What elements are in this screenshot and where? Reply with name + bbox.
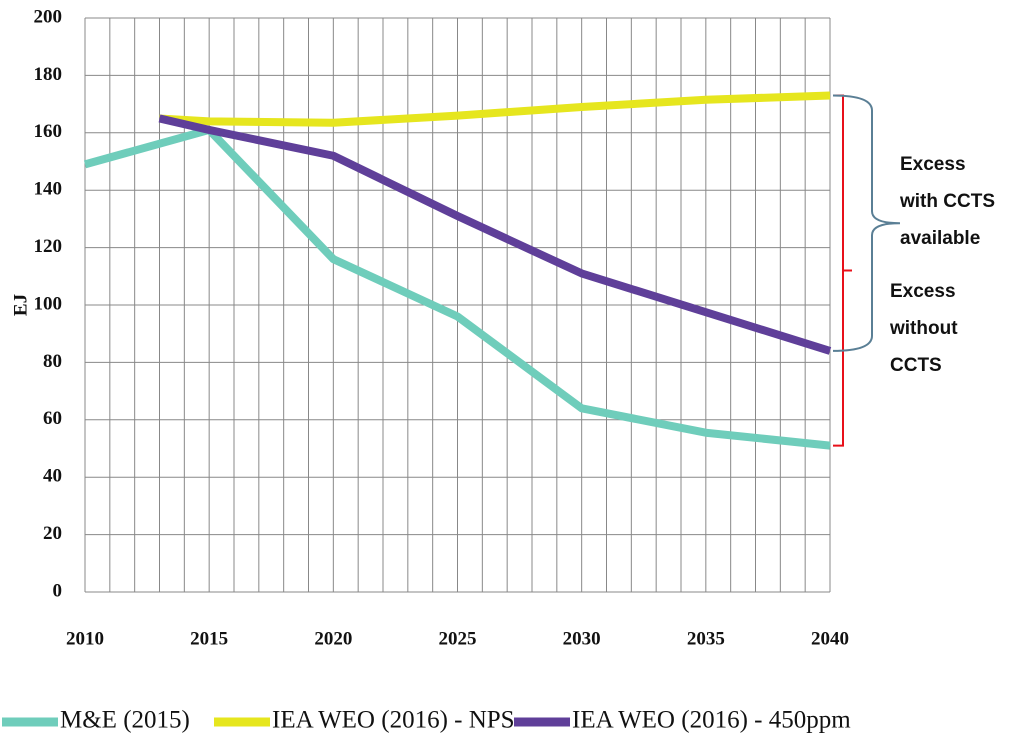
x-tick-label: 2020 [314,628,352,649]
y-tick-label: 60 [43,408,62,429]
y-tick-label: 40 [43,466,62,487]
annotation: with CCTS [899,191,995,212]
annotation: Excess [900,154,966,175]
y-tick-label: 20 [43,523,62,544]
y-axis-label: EJ [10,294,31,316]
y-tick-label: 0 [53,580,63,601]
y-tick-label: 120 [34,236,63,257]
x-tick-label: 2025 [439,628,477,649]
brace [832,94,901,352]
y-tick-label: 160 [34,121,63,142]
annotation: Excess [890,281,956,302]
y-tick-label: 180 [34,64,63,85]
x-tick-label: 2015 [190,628,228,649]
annotation: CCTS [890,355,942,376]
x-tick-label: 2010 [66,628,104,649]
x-tick-label: 2030 [563,628,601,649]
x-tick-label: 2040 [811,628,849,649]
bracket [833,94,852,447]
annotation: without [889,318,958,339]
legend-label: M&E (2015) [60,707,190,734]
series-line [158,114,832,355]
x-tick-label: 2035 [687,628,725,649]
y-tick-label: 100 [34,293,63,314]
y-tick-label: 200 [34,6,63,27]
legend-label: IEA WEO (2016) - NPS [272,707,515,734]
annotation: available [900,228,980,249]
series-line [159,91,831,127]
y-tick-label: 80 [43,351,62,372]
y-tick-label: 140 [34,179,63,200]
legend-label: IEA WEO (2016) - 450ppm [572,707,851,734]
